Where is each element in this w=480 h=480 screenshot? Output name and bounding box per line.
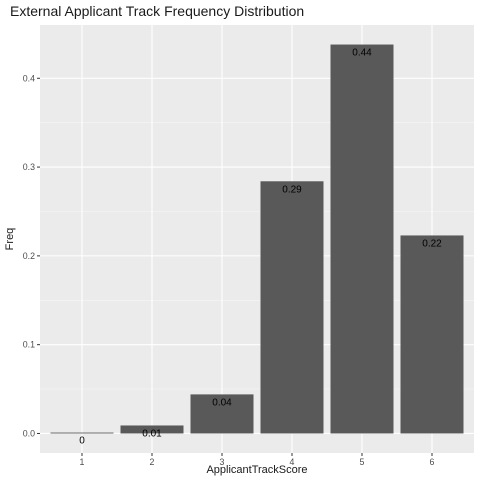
x-tick-label: 5 [360, 457, 365, 467]
x-tick-label: 6 [430, 457, 435, 467]
x-tick-label: 4 [290, 457, 295, 467]
data-label-2: 0.01 [142, 428, 162, 439]
bar-2 [120, 425, 184, 434]
bars [50, 44, 464, 434]
data-labels: 0 0.01 0.04 0.29 0.44 0.22 [79, 48, 442, 447]
x-axis-title: ApplicantTrackScore [206, 464, 307, 476]
bar-3 [190, 394, 254, 434]
bar-6 [400, 235, 464, 434]
bar-4 [260, 181, 324, 434]
y-tick-label: 0.0 [23, 428, 35, 438]
x-tick-label: 2 [150, 457, 155, 467]
data-label-1: 0 [79, 436, 85, 447]
bar-1 [50, 432, 114, 434]
y-tick-label: 0.3 [23, 162, 35, 172]
x-axis: 1 2 3 4 5 6 [80, 453, 435, 467]
data-label-5: 0.44 [352, 48, 372, 59]
y-tick-label: 0.2 [23, 251, 35, 261]
y-axis-title: Freq [4, 228, 16, 251]
chart-title: External Applicant Track Frequency Distr… [10, 3, 304, 19]
y-tick-label: 0.1 [23, 340, 35, 350]
y-tick-label: 0.4 [23, 73, 35, 83]
y-axis: 0.0 0.1 0.2 0.3 0.4 [23, 73, 40, 438]
bar-5 [330, 44, 394, 434]
x-tick-label: 1 [80, 457, 85, 467]
data-label-3: 0.04 [212, 397, 232, 408]
data-label-4: 0.29 [282, 184, 302, 195]
x-tick-label: 3 [220, 457, 225, 467]
data-label-6: 0.22 [422, 238, 442, 249]
